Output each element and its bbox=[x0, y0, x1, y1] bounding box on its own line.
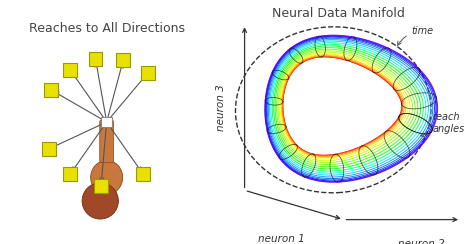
Bar bbox=[116, 53, 130, 67]
Text: neuron 2: neuron 2 bbox=[399, 239, 445, 244]
Bar bbox=[63, 63, 77, 77]
Text: neuron 1: neuron 1 bbox=[258, 234, 304, 244]
Bar bbox=[44, 83, 58, 97]
Bar bbox=[63, 167, 77, 181]
Bar bbox=[94, 179, 108, 193]
Text: reach
angles: reach angles bbox=[420, 112, 465, 137]
Text: time: time bbox=[398, 26, 434, 45]
Bar bbox=[42, 142, 55, 156]
Bar bbox=[101, 117, 112, 127]
Bar bbox=[141, 66, 155, 80]
Text: Neural Data Manifold: Neural Data Manifold bbox=[272, 7, 405, 20]
Circle shape bbox=[82, 183, 118, 219]
Bar bbox=[89, 52, 102, 66]
Text: Reaches to All Directions: Reaches to All Directions bbox=[28, 22, 185, 35]
Text: neuron 3: neuron 3 bbox=[216, 84, 226, 131]
Ellipse shape bbox=[91, 160, 123, 194]
Bar bbox=[137, 167, 150, 181]
FancyBboxPatch shape bbox=[100, 120, 114, 163]
